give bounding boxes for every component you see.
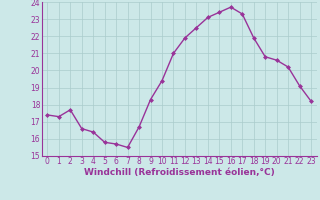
X-axis label: Windchill (Refroidissement éolien,°C): Windchill (Refroidissement éolien,°C) [84, 168, 275, 177]
